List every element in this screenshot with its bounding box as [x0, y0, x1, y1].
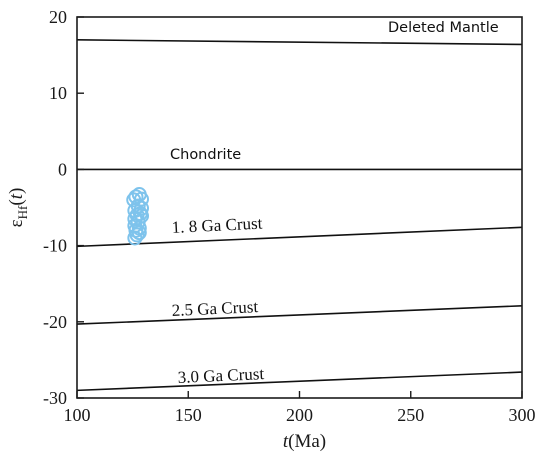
reference-line-label: 3.0 Ga Crust [177, 364, 264, 387]
x-tick-label: 300 [509, 405, 536, 425]
x-axis-title: t(Ma) [283, 431, 326, 452]
reference-line-labels: Deleted Mantle Chondrite 1. 8 Ga Crust 2.5 … [170, 20, 499, 387]
x-axis-ticks: 100 150 200 250 300 [64, 391, 536, 425]
x-tick-label: 200 [286, 405, 313, 425]
y-axis-label: εHf(t) [6, 188, 30, 228]
y-tick-label: 10 [49, 83, 67, 103]
reference-line-label: 2.5 Ga Crust [171, 297, 258, 320]
y-tick-label: -10 [43, 236, 67, 256]
data-point [127, 230, 143, 246]
x-tick-label: 100 [64, 405, 91, 425]
y-tick-label: 0 [58, 159, 67, 179]
reference-line [76, 304, 523, 325]
reference-line-label: 1. 8 Ga Crust [171, 214, 263, 237]
y-tick-label: 20 [49, 7, 67, 27]
reference-line [76, 39, 523, 46]
x-axis-label: t(Ma) [283, 431, 326, 452]
y-tick-label: -20 [43, 312, 67, 332]
x-tick-label: 250 [397, 405, 424, 425]
reference-line-label: Chondrite [170, 147, 241, 163]
y-tick-label: -30 [43, 388, 67, 408]
data-point [127, 211, 143, 227]
data-points [126, 187, 150, 246]
data-point [134, 191, 150, 207]
y-axis-ticks: 20 10 0 -10 -20 -30 [43, 7, 84, 408]
reference-line [76, 371, 523, 392]
reference-lines [76, 39, 523, 392]
reference-line [76, 226, 523, 248]
reference-line-label: Deleted Mantle [388, 20, 499, 36]
data-point [134, 200, 150, 216]
data-point [129, 227, 145, 243]
x-tick-label: 150 [175, 405, 202, 425]
y-axis-title: εHf(t) [6, 188, 30, 228]
